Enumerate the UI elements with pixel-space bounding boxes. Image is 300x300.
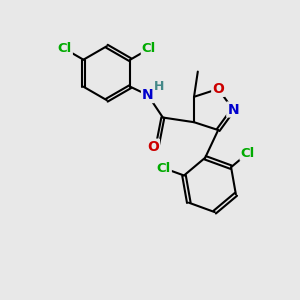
Text: N: N <box>142 88 154 102</box>
Text: H: H <box>154 80 164 93</box>
Text: O: O <box>147 140 159 154</box>
Text: Cl: Cl <box>142 42 156 56</box>
Text: O: O <box>212 82 224 96</box>
Text: N: N <box>227 103 239 116</box>
Text: Cl: Cl <box>241 147 255 160</box>
Text: Cl: Cl <box>58 42 72 56</box>
Text: Cl: Cl <box>157 162 171 175</box>
